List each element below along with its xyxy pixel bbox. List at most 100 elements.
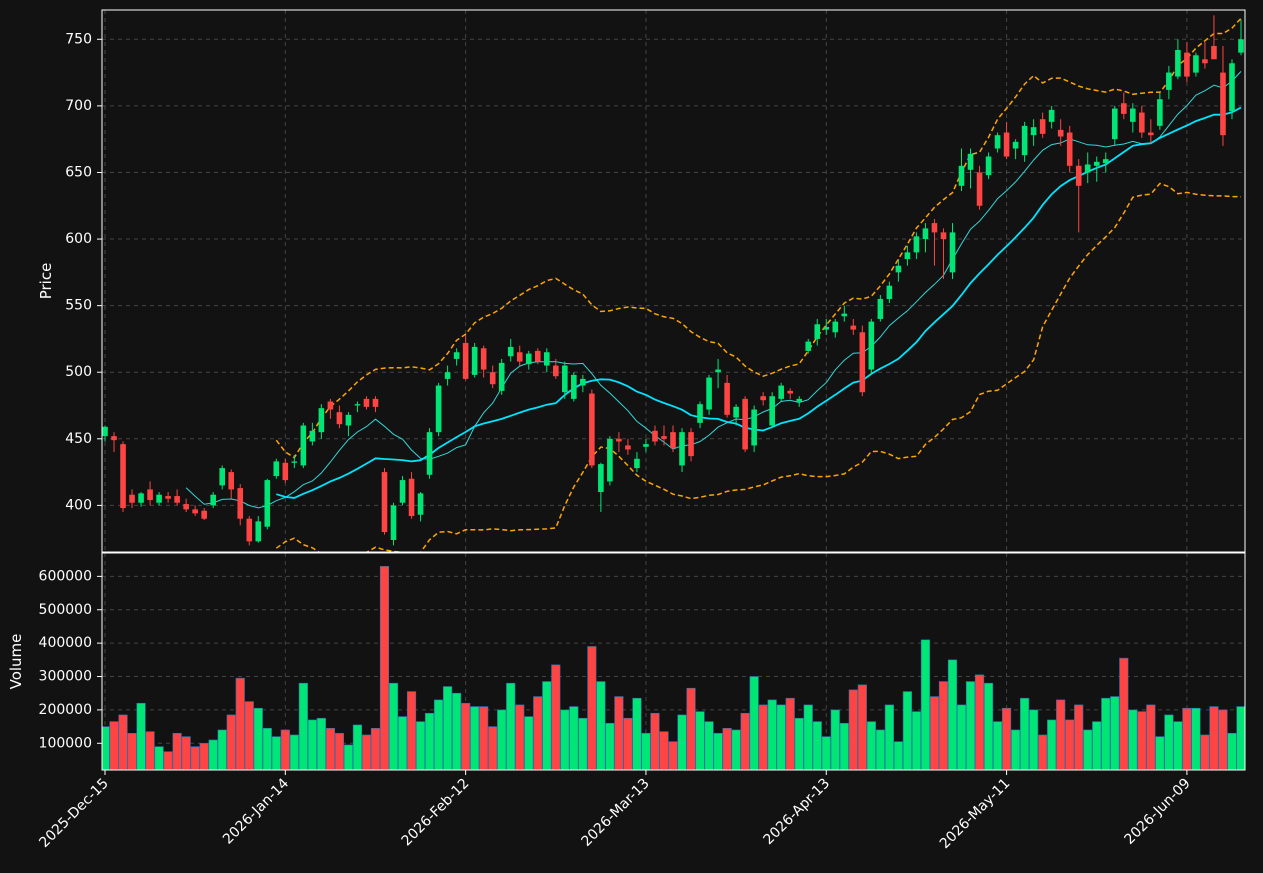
volume-bar <box>1137 711 1147 770</box>
volume-bar <box>830 709 840 770</box>
volume-bar <box>875 729 885 770</box>
candle-body <box>462 342 469 379</box>
candle-body <box>751 409 757 446</box>
candle-body <box>255 521 262 542</box>
volume-bar <box>686 687 696 770</box>
candle-body <box>1238 39 1244 53</box>
candle-body <box>949 232 956 273</box>
bollinger-upper-line <box>275 17 1242 459</box>
volume-bar <box>641 732 651 770</box>
candle-body <box>859 332 866 393</box>
candle-body <box>552 365 559 377</box>
volume-tick-label: 200000 <box>39 702 92 718</box>
candle-body <box>1184 52 1190 77</box>
volume-bar <box>1083 729 1093 770</box>
volume-bar <box>334 732 344 770</box>
candle-body <box>237 488 244 519</box>
volume-bar <box>848 689 858 770</box>
volume-bar <box>596 681 606 770</box>
candle-body <box>1220 72 1226 136</box>
candle-body <box>1075 165 1082 186</box>
candle-body <box>940 232 947 240</box>
volume-tick-label: 600000 <box>39 568 92 584</box>
volume-bar <box>857 684 867 770</box>
candle-body <box>688 432 694 457</box>
volume-bar <box>650 712 660 770</box>
candle-body <box>273 461 280 477</box>
volume-bar <box>479 706 489 770</box>
candle-body <box>1093 161 1100 166</box>
volume-bar <box>677 714 687 770</box>
volume-bar <box>668 741 678 770</box>
candle-body <box>219 468 226 486</box>
volume-bar <box>1011 729 1021 770</box>
candle-body <box>886 285 893 299</box>
volume-bar <box>776 704 786 770</box>
volume-bar <box>1128 709 1138 770</box>
volume-bar <box>461 702 471 770</box>
candle-body <box>1229 63 1235 112</box>
candle-body <box>607 438 613 482</box>
candle-body <box>931 223 938 233</box>
candle-body <box>616 438 622 442</box>
volume-bar <box>1029 709 1039 770</box>
candle-body <box>426 432 433 475</box>
volume-bar <box>758 704 768 770</box>
volume-bar <box>488 726 498 770</box>
volume-bar <box>1002 707 1012 770</box>
volume-bar <box>397 716 408 770</box>
volume-bar <box>560 709 570 770</box>
price-tick-label: 650 <box>65 164 92 180</box>
volume-bar <box>632 697 642 770</box>
candle-body <box>1120 103 1127 114</box>
volume-bar <box>704 721 714 770</box>
candle-body <box>183 504 189 510</box>
price-tick-label: 600 <box>65 231 92 247</box>
volume-bar <box>947 659 958 770</box>
candle-body <box>976 172 983 206</box>
candle-body <box>1130 108 1136 122</box>
candle-body <box>264 480 271 527</box>
volume-bar <box>551 664 561 770</box>
volume-bar <box>316 717 326 770</box>
volume-bar <box>1065 719 1075 770</box>
volume-bar <box>731 729 741 770</box>
volume-bar <box>659 731 669 770</box>
volume-bar <box>379 566 390 770</box>
volume-bar <box>812 721 822 770</box>
volume-bar <box>902 691 912 770</box>
volume-bar <box>515 704 525 770</box>
candle-body <box>525 353 532 365</box>
candle-body <box>814 324 821 339</box>
candle-body <box>381 472 388 533</box>
volume-bar <box>325 727 335 770</box>
volume-bar <box>244 701 254 770</box>
candle-body <box>435 385 442 433</box>
candle-body <box>760 396 766 401</box>
candle-body <box>1084 164 1091 173</box>
candle-body <box>1102 159 1109 164</box>
candle-body <box>129 494 135 503</box>
candle-body <box>1057 129 1064 137</box>
candle-body <box>1111 108 1118 140</box>
candle-body <box>291 461 298 463</box>
volume-bar <box>118 714 128 770</box>
volume-bar <box>1110 696 1120 770</box>
volume-bar <box>1218 709 1228 770</box>
volume-bar <box>226 714 236 770</box>
candle-body <box>958 165 965 186</box>
candle-body <box>102 426 108 437</box>
candle-body <box>354 404 361 406</box>
volume-bar <box>524 716 534 770</box>
volume-bar <box>587 646 597 770</box>
candle-body <box>625 445 631 450</box>
volume-bar <box>497 709 507 770</box>
volume-bar <box>533 696 543 770</box>
candle-body <box>453 352 460 359</box>
candle-body <box>670 432 676 449</box>
candle-body <box>480 348 487 370</box>
volume-bar <box>361 734 372 770</box>
volume-bar <box>1119 657 1129 770</box>
candle-body <box>796 398 803 402</box>
candle-body <box>742 398 748 450</box>
